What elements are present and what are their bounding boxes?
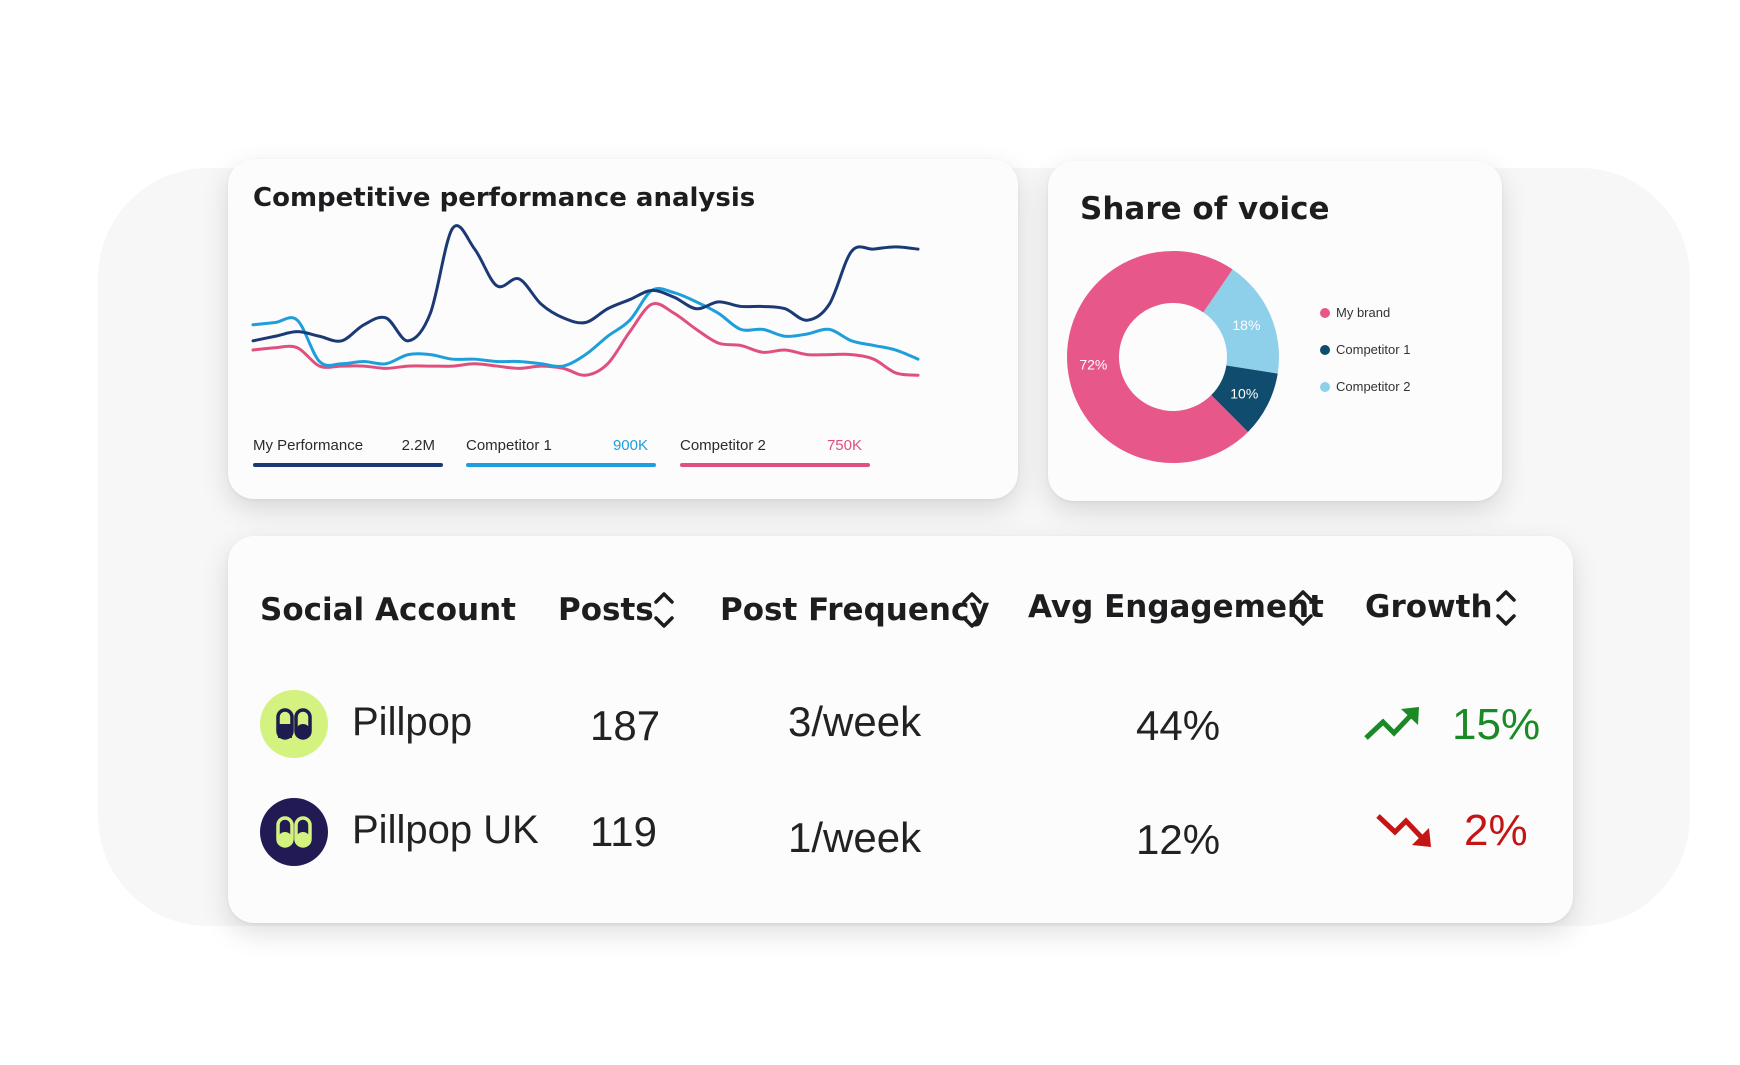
capsule-pair-icon [276,816,312,848]
legend-label: Competitor 2 [1336,379,1411,394]
account-name: Pillpop UK [352,808,539,852]
legend-label: My brand [1336,305,1391,320]
trending-down-icon [1376,814,1431,847]
legend-my-performance[interactable]: My Performance 2.2M [253,437,443,467]
series-line-my-performance [251,224,920,343]
sort-chevrons-icon[interactable] [653,588,675,632]
sort-chevrons-icon[interactable] [961,588,983,632]
sov-legend-my-brand: My brand [1320,305,1390,320]
share-of-voice-donut-chart: 18% 10% 72% [1067,251,1279,463]
frequency-value: 3/week [788,698,922,745]
sort-chevrons-icon[interactable] [1495,586,1517,630]
legend-label: My Performance [253,437,364,454]
series-line-competitor-1 [251,287,920,368]
account-avatar [260,690,328,758]
share-of-voice-card: Share of voice 18% 10% 72% My brand Compet… [1048,161,1502,501]
sov-legend-competitor-1: Competitor 1 [1320,342,1410,357]
series-line-competitor-2 [251,301,920,377]
legend-value: 2.2M [401,437,435,454]
posts-value: 187 [590,702,661,749]
header-growth[interactable]: Growth [1365,589,1493,625]
header-posts[interactable]: Posts [558,592,654,628]
legend-competitor-2[interactable]: Competitor 2 750K [680,437,870,467]
trending-up-icon [1364,707,1419,740]
engagement-value: 44% [1136,702,1221,749]
donut-slice-competitor-2[interactable] [1203,269,1279,374]
share-of-voice-title: Share of voice [1080,191,1330,227]
header-post-frequency[interactable]: Post Frequency [720,592,990,628]
legend-dot [1320,345,1330,355]
legend-dot [1320,308,1330,318]
legend-bar [466,463,656,467]
account-avatar [260,798,328,866]
header-social-account: Social Account [260,592,516,628]
posts-value: 119 [590,808,657,855]
competitive-performance-card: Competitive performance analysis My Perf… [228,159,1018,499]
donut-slice-my-brand[interactable] [1067,251,1248,463]
account-name: Pillpop [352,700,473,744]
performance-title: Competitive performance analysis [253,183,756,213]
legend-label: Competitor 1 [1336,342,1411,357]
growth-value: 2% [1464,806,1528,855]
donut-slice-competitor-1[interactable] [1211,365,1278,432]
donut-slice-label: 72% [1079,357,1107,373]
legend-value: 750K [826,437,862,454]
performance-line-chart [251,224,920,377]
donut-slice-label: 10% [1230,385,1258,401]
header-avg-engagement[interactable]: Avg Engagement [1028,589,1324,625]
frequency-value: 1/week [788,814,922,861]
legend-bar [680,463,870,467]
capsule-pair-icon [276,708,312,740]
growth-value: 15% [1452,700,1541,749]
engagement-value: 12% [1136,816,1221,863]
legend-label: Competitor 2 [680,437,766,454]
legend-bar [253,463,443,467]
legend-label: Competitor 1 [466,437,552,454]
donut-slice-label: 18% [1232,317,1260,333]
legend-dot [1320,382,1330,392]
social-accounts-table: Social Account Posts Post Frequency Avg … [228,536,1573,923]
sort-chevrons-icon[interactable] [1292,586,1314,630]
legend-competitor-1[interactable]: Competitor 1 900K [466,437,656,467]
sov-legend-competitor-2: Competitor 2 [1320,379,1410,394]
legend-value: 900K [612,437,648,454]
